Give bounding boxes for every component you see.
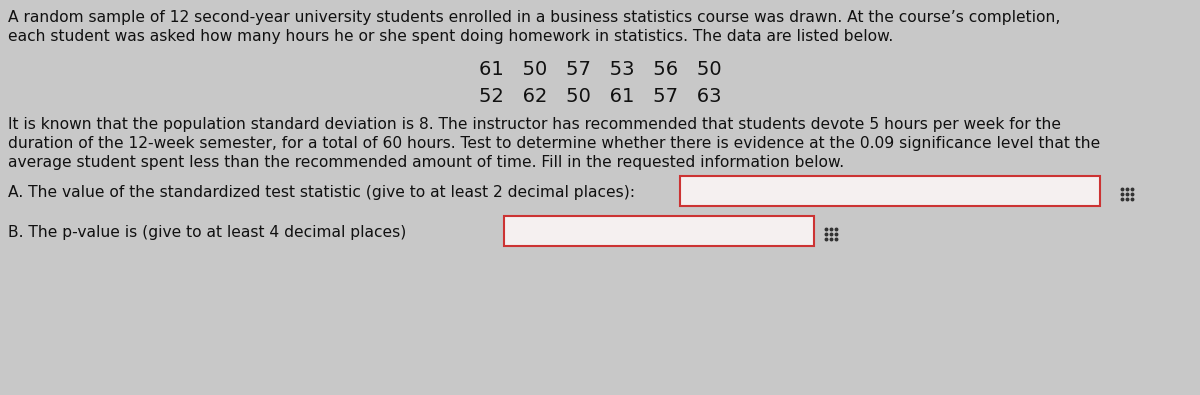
Text: B. The p-value is (give to at least 4 decimal places): B. The p-value is (give to at least 4 de… [8, 225, 407, 240]
Text: A. The value of the standardized test statistic (give to at least 2 decimal plac: A. The value of the standardized test st… [8, 185, 635, 200]
Text: It is known that the population standard deviation is 8. The instructor has reco: It is known that the population standard… [8, 117, 1061, 132]
Text: duration of the 12-week semester, for a total of 60 hours. Test to determine whe: duration of the 12-week semester, for a … [8, 136, 1100, 151]
Bar [680, 176, 1100, 206]
Text: A random sample of 12 second-year university students enrolled in a business sta: A random sample of 12 second-year univer… [8, 10, 1061, 25]
Text: 61   50   57   53   56   50: 61 50 57 53 56 50 [479, 60, 721, 79]
Text: 52   62   50   61   57   63: 52 62 50 61 57 63 [479, 87, 721, 106]
Bar [504, 216, 814, 246]
Text: average student spent less than the recommended amount of time. Fill in the requ: average student spent less than the reco… [8, 155, 844, 170]
Text: each student was asked how many hours he or she spent doing homework in statisti: each student was asked how many hours he… [8, 29, 893, 44]
